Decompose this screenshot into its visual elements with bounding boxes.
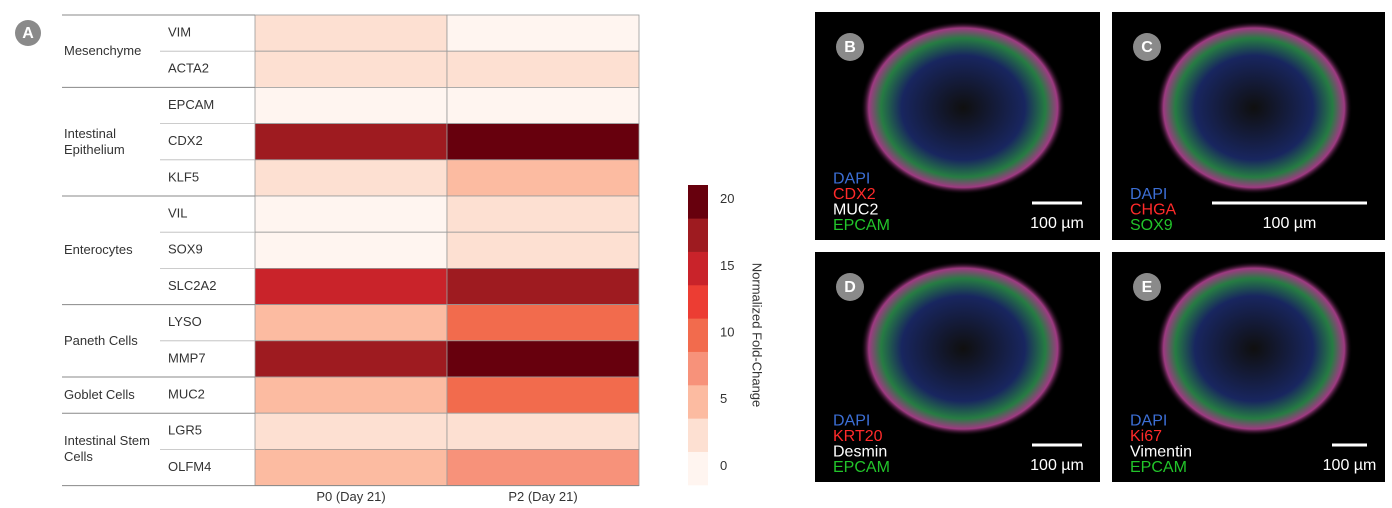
heat-cell [255, 268, 447, 304]
group-label: Goblet Cells [64, 387, 150, 403]
specimen [861, 21, 1066, 194]
specimen [1156, 21, 1353, 194]
stain-label: EPCAM [833, 217, 890, 234]
gene-label: MUC2 [168, 387, 205, 402]
heat-cell [255, 160, 447, 196]
heat-cell [447, 87, 639, 123]
panel-letter: C [1141, 39, 1153, 56]
figure: VIM ACTA2 EPCAM CDX2 KLF5 VIL SOX9 SLC2A2 LYSO MM… [0, 0, 1392, 508]
stain-label: DAPI [1130, 413, 1167, 430]
group-label: Intestinal Epithelium [64, 126, 150, 158]
colorbar-step [688, 218, 708, 252]
gene-label: EPCAM [168, 97, 214, 112]
heat-cell [255, 377, 447, 413]
gene-label: LGR5 [168, 423, 202, 438]
gene-label: VIL [168, 206, 188, 221]
colorbar-step [688, 252, 708, 286]
stain-label: KRT20 [833, 428, 883, 445]
panel-letter: D [844, 279, 856, 296]
heat-cell [255, 51, 447, 87]
panel-letter: A [22, 25, 34, 42]
gene-label: VIM [168, 25, 191, 40]
stain-label: SOX9 [1130, 217, 1173, 234]
scale-label: 100 µm [1263, 215, 1317, 232]
stain-label: DAPI [833, 171, 870, 188]
stain-label: Desmin [833, 444, 887, 461]
heat-cell [447, 413, 639, 449]
stain-label: CDX2 [833, 186, 876, 203]
scale-label: 100 µm [1323, 457, 1377, 474]
heat-cell [255, 413, 447, 449]
colorbar-step [688, 285, 708, 319]
heat-cell [255, 232, 447, 268]
scale-label: 100 µm [1030, 215, 1084, 232]
heat-cell [255, 87, 447, 123]
heat-cell [255, 305, 447, 341]
stain-label: EPCAM [833, 459, 890, 476]
heat-cell [447, 232, 639, 268]
stain-label: MUC2 [833, 202, 878, 219]
stain-label: DAPI [1130, 186, 1167, 203]
group-label: Enterocytes [64, 242, 150, 258]
stain-label: CHGA [1130, 202, 1177, 219]
stain-label: DAPI [833, 413, 870, 430]
colorbar-step [688, 452, 708, 486]
group-label: Mesenchyme [64, 43, 150, 59]
heat-cell [447, 449, 639, 485]
colorbar-tick-label: 15 [720, 258, 734, 273]
colorbar-step [688, 185, 708, 219]
heat-cell [447, 377, 639, 413]
gene-label: KLF5 [168, 169, 199, 184]
colorbar-tick-label: 10 [720, 324, 734, 339]
gene-label: ACTA2 [168, 61, 209, 76]
colorbar-tick-label: 5 [720, 391, 727, 406]
heat-cell [447, 51, 639, 87]
group-label: Paneth Cells [64, 333, 150, 349]
gene-label: CDX2 [168, 133, 203, 148]
heat-cell [447, 15, 639, 51]
heat-cell [447, 160, 639, 196]
colorbar-title: Normalized Fold-Change [750, 263, 765, 408]
colorbar-step [688, 352, 708, 386]
specimen [861, 261, 1066, 436]
heat-cell [447, 196, 639, 232]
column-label: P2 (Day 21) [508, 489, 577, 504]
panel-letter: E [1142, 279, 1153, 296]
heat-cell [447, 268, 639, 304]
gene-label: OLFM4 [168, 459, 211, 474]
colorbar-tick-label: 20 [720, 191, 734, 206]
heat-cell [255, 124, 447, 160]
colorbar-step [688, 318, 708, 352]
heat-cell [447, 124, 639, 160]
panel-letter: B [844, 39, 856, 56]
heat-cell [447, 341, 639, 377]
colorbar-step [688, 385, 708, 419]
heat-cell [255, 341, 447, 377]
stain-label: EPCAM [1130, 459, 1187, 476]
gene-label: LYSO [168, 314, 202, 329]
stain-label: Ki67 [1130, 428, 1162, 445]
heat-cell [255, 15, 447, 51]
figure-canvas: VIM ACTA2 EPCAM CDX2 KLF5 VIL SOX9 SLC2A2 LYSO MM… [0, 0, 1392, 508]
gene-label: SOX9 [168, 242, 203, 257]
gene-label: MMP7 [168, 350, 206, 365]
stain-label: Vimentin [1130, 444, 1192, 461]
column-label: P0 (Day 21) [316, 489, 385, 504]
colorbar-tick-label: 0 [720, 458, 727, 473]
gene-label: SLC2A2 [168, 278, 216, 293]
group-label: Intestinal Stem Cells [64, 433, 150, 465]
heat-cell [255, 449, 447, 485]
heat-cell [255, 196, 447, 232]
scale-label: 100 µm [1030, 457, 1084, 474]
colorbar-step [688, 418, 708, 452]
specimen [1156, 261, 1353, 436]
heat-cell [447, 305, 639, 341]
